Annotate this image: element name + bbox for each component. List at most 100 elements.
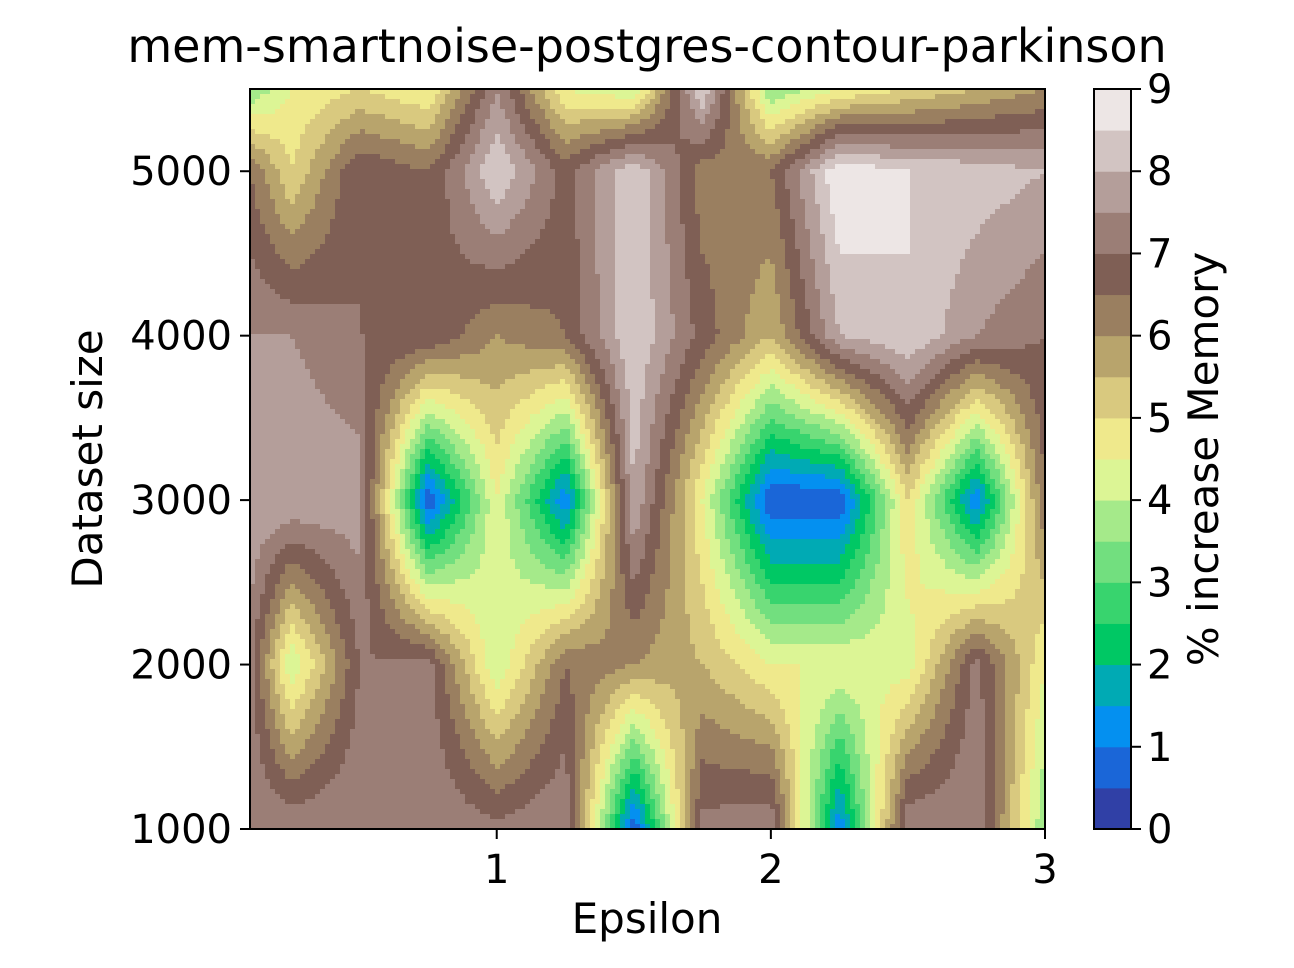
contour-cell [990, 124, 996, 130]
contour-cell [855, 129, 861, 135]
contour-cell [315, 229, 321, 235]
contour-cell [375, 114, 381, 120]
contour-cell [315, 134, 321, 140]
contour-cell [935, 189, 941, 195]
contour-cell [510, 144, 516, 150]
contour-cell [540, 169, 546, 175]
contour-cell [775, 204, 781, 210]
contour-cell [745, 194, 751, 200]
contour-cell [945, 129, 951, 135]
contour-cell [940, 199, 946, 205]
contour-cell [510, 219, 516, 225]
contour-cell [940, 214, 946, 220]
contour-cell [630, 144, 636, 150]
contour-cell [490, 94, 496, 100]
contour-cell [425, 204, 431, 210]
contour-cell [995, 214, 1001, 220]
contour-cell [915, 159, 921, 165]
contour-cell [545, 94, 551, 100]
contour-cell [445, 199, 451, 205]
contour-cell [575, 174, 581, 180]
contour-cell [1030, 154, 1036, 160]
contour-cell [260, 144, 266, 150]
contour-cell [595, 169, 601, 175]
contour-cell [280, 129, 286, 135]
contour-cell [570, 144, 576, 150]
contour-cell [905, 224, 911, 230]
contour-cell [1015, 134, 1021, 140]
contour-cell [755, 104, 761, 110]
contour-cell [480, 124, 486, 130]
contour-cell [855, 209, 861, 215]
contour-cell [910, 234, 916, 240]
contour-cell [440, 164, 446, 170]
contour-cell [1035, 129, 1041, 135]
contour-cell [710, 104, 716, 110]
contour-cell [610, 124, 616, 130]
contour-cell [725, 214, 731, 220]
contour-cell [430, 134, 436, 140]
contour-cell [520, 179, 526, 185]
contour-cell [790, 234, 796, 240]
contour-cell [855, 169, 861, 175]
contour-cell [945, 149, 951, 155]
contour-cell [480, 204, 486, 210]
contour-cell [1030, 149, 1036, 155]
contour-cell [605, 224, 611, 230]
contour-cell [530, 154, 536, 160]
contour-cell [915, 104, 921, 110]
contour-cell [1020, 94, 1026, 100]
contour-cell [370, 169, 376, 175]
contour-cell [540, 94, 546, 100]
contour-cell [545, 139, 551, 145]
contour-cell [315, 159, 321, 165]
contour-cell [375, 134, 381, 140]
contour-cell [325, 99, 331, 105]
contour-cell [265, 144, 271, 150]
contour-cell [290, 229, 296, 235]
contour-cell [505, 214, 511, 220]
contour-cell [405, 179, 411, 185]
contour-cell [500, 134, 506, 140]
contour-cell [640, 214, 646, 220]
contour-cell [325, 159, 331, 165]
contour-cell [400, 174, 406, 180]
contour-cell [880, 144, 886, 150]
contour-cell [965, 224, 971, 230]
contour-cell [535, 159, 541, 165]
contour-cell [325, 144, 331, 150]
contour-cell [970, 229, 976, 235]
contour-cell [295, 214, 301, 220]
contour-cell [1015, 184, 1021, 190]
contour-cell [385, 229, 391, 235]
contour-cell [360, 219, 366, 225]
contour-cell [785, 104, 791, 110]
contour-cell [490, 99, 496, 105]
contour-cell [370, 229, 376, 235]
contour-cell [295, 129, 301, 135]
contour-cell [890, 189, 896, 195]
contour-cell [545, 109, 551, 115]
contour-cell [545, 219, 551, 225]
contour-cell [1015, 139, 1021, 145]
contour-cell [565, 204, 571, 210]
contour-cell [375, 159, 381, 165]
contour-cell [945, 169, 951, 175]
contour-cell [510, 204, 516, 210]
contour-cell [505, 169, 511, 175]
contour-cell [855, 94, 861, 100]
contour-cell [490, 124, 496, 130]
contour-cell [570, 214, 576, 220]
contour-cell [945, 179, 951, 185]
contour-cell [260, 189, 266, 195]
contour-cell [655, 94, 661, 100]
contour-cell [500, 179, 506, 185]
contour-cell [460, 234, 466, 240]
contour-cell [890, 219, 896, 225]
contour-cell [810, 149, 816, 155]
contour-cell [700, 124, 706, 130]
contour-cell [540, 134, 546, 140]
contour-cell [990, 224, 996, 230]
contour-cell [880, 159, 886, 165]
contour-cell [370, 104, 376, 110]
